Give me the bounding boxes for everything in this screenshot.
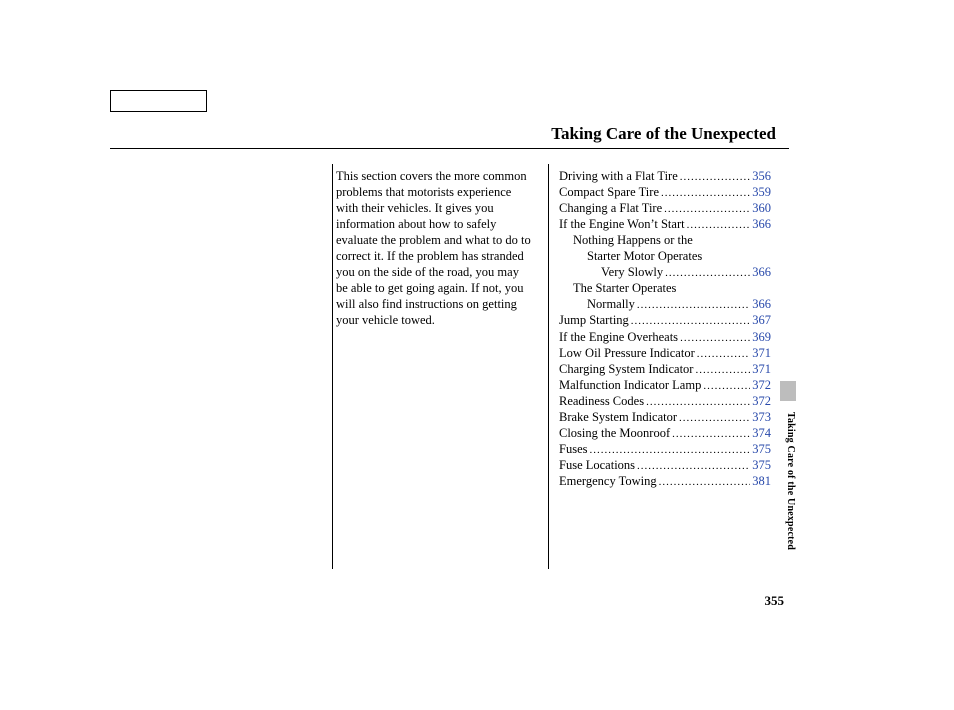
- toc-row: Brake System Indicator 373: [559, 409, 771, 425]
- toc-page-link[interactable]: 372: [752, 377, 771, 393]
- toc-row: Charging System Indicator 371: [559, 361, 771, 377]
- toc-entry-label: Starter Motor Operates: [587, 248, 702, 264]
- toc-page-link[interactable]: 369: [752, 329, 771, 345]
- toc-row: Fuses 375: [559, 441, 771, 457]
- toc-row: Low Oil Pressure Indicator 371: [559, 345, 771, 361]
- toc-page-link[interactable]: 375: [752, 457, 771, 473]
- toc-leader-dots: [646, 393, 750, 409]
- toc-leader-dots: [695, 361, 750, 377]
- toc-leader-dots: [687, 216, 751, 232]
- toc-entry-label: Readiness Codes: [559, 393, 644, 409]
- toc-row: Emergency Towing 381: [559, 473, 771, 489]
- toc-column: Driving with a Flat Tire356Compact Spare…: [549, 168, 771, 569]
- toc-leader-dots: [665, 264, 750, 280]
- toc-leader-dots: [637, 457, 750, 473]
- toc-entry-label: Changing a Flat Tire: [559, 200, 662, 216]
- corner-box: [110, 90, 207, 112]
- toc-entry-label: Very Slowly: [601, 264, 663, 280]
- content-columns: This section covers the more common prob…: [336, 168, 772, 569]
- toc-entry-label: Brake System Indicator: [559, 409, 677, 425]
- toc-row: Fuse Locations 375: [559, 457, 771, 473]
- header-rule: [110, 148, 789, 149]
- intro-paragraph: This section covers the more common prob…: [336, 168, 532, 328]
- toc-leader-dots: [672, 425, 750, 441]
- toc-leader-dots: [680, 329, 750, 345]
- toc-row: Jump Starting 367: [559, 312, 771, 328]
- toc-row: Readiness Codes 372: [559, 393, 771, 409]
- toc-page-link[interactable]: 373: [752, 409, 771, 425]
- toc-leader-dots: [589, 441, 750, 457]
- toc-leader-dots: [697, 345, 751, 361]
- column-divider-left: [332, 164, 333, 569]
- toc-entry-label: Low Oil Pressure Indicator: [559, 345, 695, 361]
- toc-row: Driving with a Flat Tire 356: [559, 168, 771, 184]
- side-tab: [780, 381, 796, 401]
- toc-page-link[interactable]: 374: [752, 425, 771, 441]
- toc-page-link[interactable]: 367: [752, 312, 771, 328]
- toc-entry-label: Compact Spare Tire: [559, 184, 659, 200]
- toc-entry-label: Closing the Moonroof: [559, 425, 670, 441]
- toc-page-link[interactable]: 359: [752, 184, 771, 200]
- toc-page-link[interactable]: 371: [752, 361, 771, 377]
- toc-entry-label: Fuses: [559, 441, 587, 457]
- toc-leader-dots: [680, 168, 750, 184]
- toc-leader-dots: [659, 473, 751, 489]
- toc-row: Very Slowly 366: [559, 264, 771, 280]
- toc-row: Malfunction Indicator Lamp 372: [559, 377, 771, 393]
- toc-leader-dots: [664, 200, 750, 216]
- page: Taking Care of the Unexpected This secti…: [0, 0, 954, 710]
- toc-entry-label: The Starter Operates: [573, 280, 676, 296]
- page-number: 355: [765, 593, 785, 609]
- toc-row: Changing a Flat Tire 360: [559, 200, 771, 216]
- toc-entry-label: Jump Starting: [559, 312, 629, 328]
- toc-page-link[interactable]: 356: [752, 168, 771, 184]
- toc-row: If the Engine Won’t Start 366: [559, 216, 771, 232]
- toc-page-link[interactable]: 381: [752, 473, 771, 489]
- toc-entry-label: If the Engine Won’t Start: [559, 216, 685, 232]
- toc-page-link[interactable]: 371: [752, 345, 771, 361]
- toc-row: Starter Motor Operates: [559, 248, 771, 264]
- toc-page-link[interactable]: 366: [752, 264, 771, 280]
- toc-row: If the Engine Overheats 369: [559, 329, 771, 345]
- toc-row: Nothing Happens or the: [559, 232, 771, 248]
- toc-row: Normally 366: [559, 296, 771, 312]
- toc-entry-label: Normally: [587, 296, 635, 312]
- toc-page-link[interactable]: 366: [752, 216, 771, 232]
- toc-leader-dots: [661, 184, 750, 200]
- toc-entry-label: If the Engine Overheats: [559, 329, 678, 345]
- toc-leader-dots: [637, 296, 750, 312]
- toc-entry-label: Malfunction Indicator Lamp: [559, 377, 701, 393]
- toc-entry-label: Fuse Locations: [559, 457, 635, 473]
- toc-entry-label: Nothing Happens or the: [573, 232, 693, 248]
- intro-column: This section covers the more common prob…: [336, 168, 548, 569]
- toc-leader-dots: [631, 312, 750, 328]
- toc-page-link[interactable]: 375: [752, 441, 771, 457]
- toc-page-link[interactable]: 372: [752, 393, 771, 409]
- side-label: Taking Care of the Unexpected: [780, 412, 796, 550]
- toc-page-link[interactable]: 360: [752, 200, 771, 216]
- toc-entry-label: Driving with a Flat Tire: [559, 168, 678, 184]
- toc-entry-label: Emergency Towing: [559, 473, 657, 489]
- toc-leader-dots: [703, 377, 750, 393]
- toc-row: Closing the Moonroof 374: [559, 425, 771, 441]
- toc-row: The Starter Operates: [559, 280, 771, 296]
- toc-leader-dots: [679, 409, 750, 425]
- toc-entry-label: Charging System Indicator: [559, 361, 693, 377]
- toc-page-link[interactable]: 366: [752, 296, 771, 312]
- section-title: Taking Care of the Unexpected: [551, 124, 776, 144]
- toc-row: Compact Spare Tire 359: [559, 184, 771, 200]
